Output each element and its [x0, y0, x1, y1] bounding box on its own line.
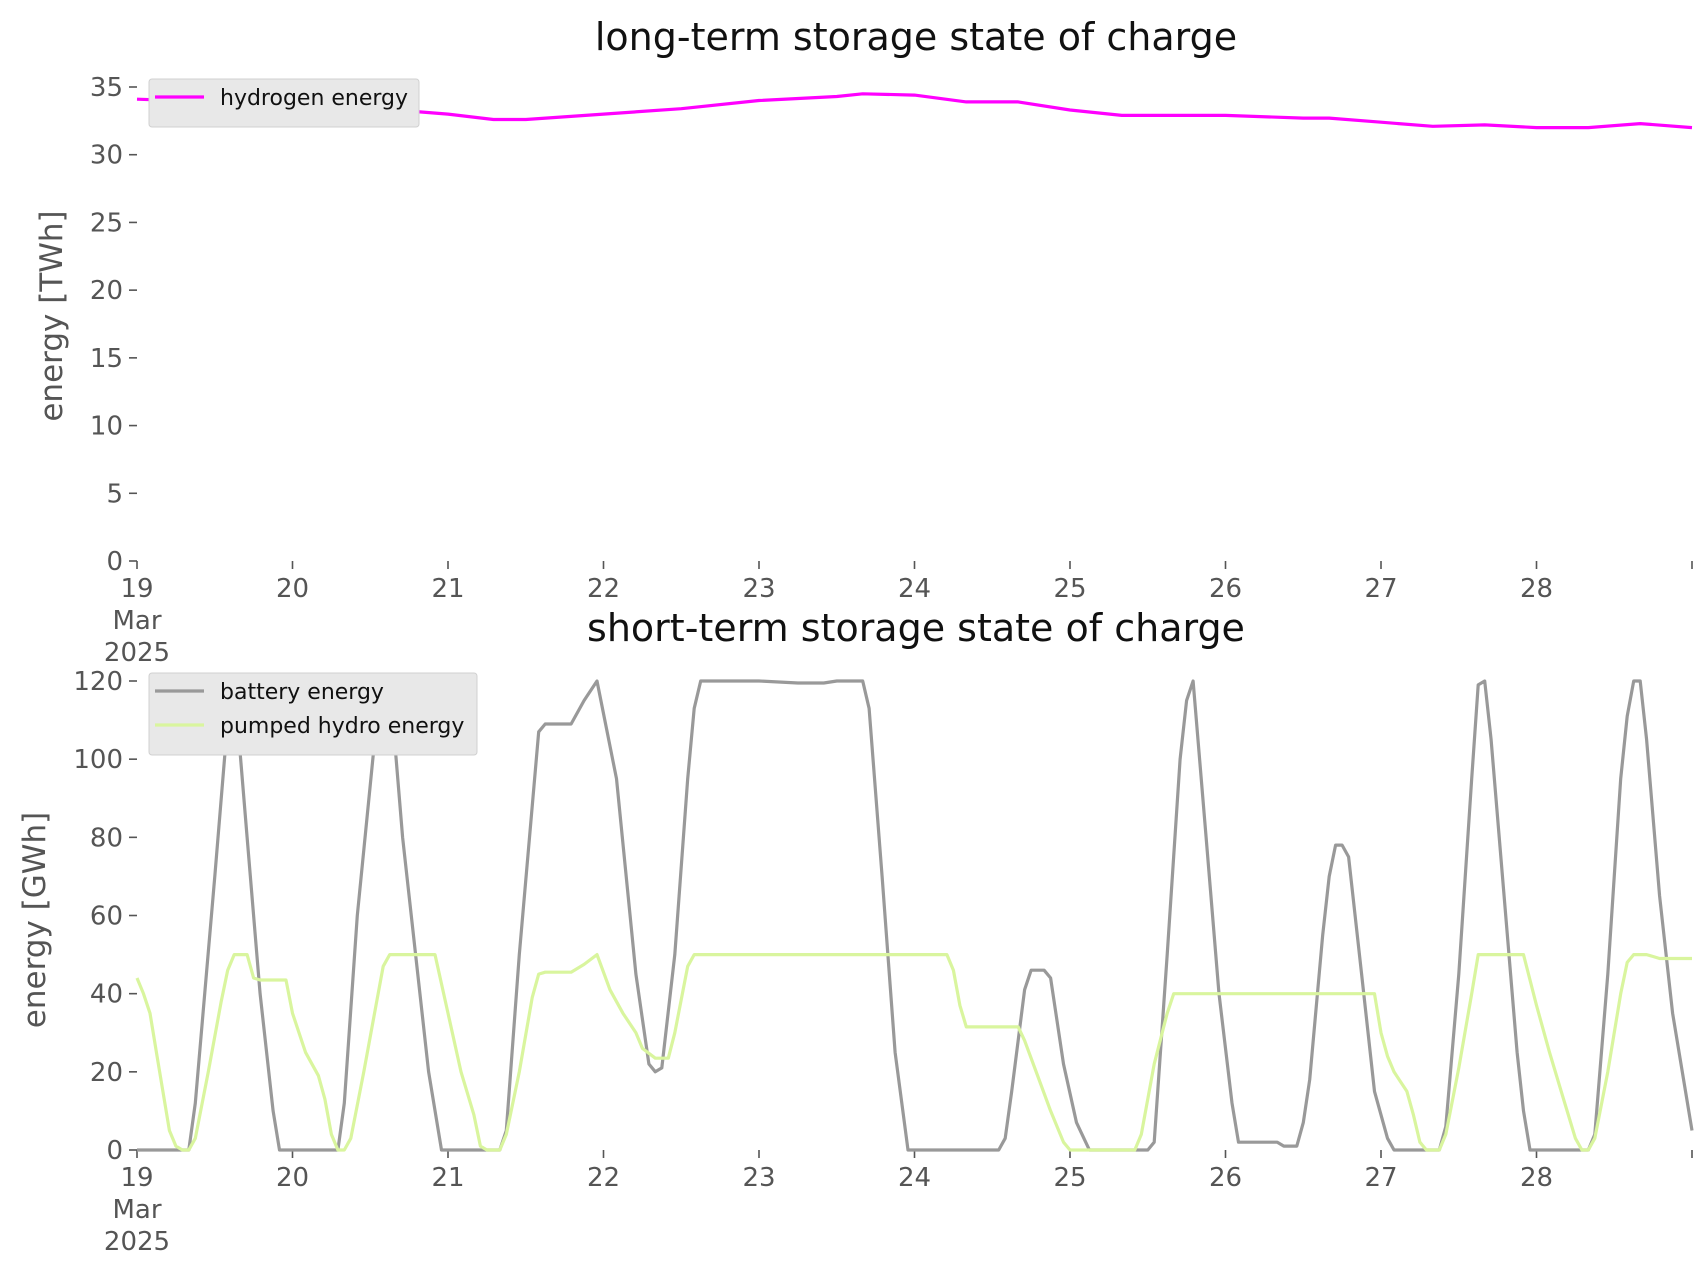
x-tick-label: 21 [431, 1163, 464, 1193]
y-tick-label: 0 [106, 1136, 123, 1166]
y-tick-label: 35 [90, 73, 123, 103]
series-line-pumped-hydro-energy [135, 952, 1692, 1152]
legend-box [148, 672, 478, 756]
x-tick-label: 2025 [104, 1227, 170, 1257]
y-tick-label: 20 [90, 276, 123, 306]
y-tick-label: 15 [90, 344, 123, 374]
y-axis-label: energy [TWh] [34, 210, 70, 421]
y-tick-label: 30 [90, 141, 123, 171]
y-tick-label: 25 [90, 208, 123, 238]
short-term-storage-chart: short-term storage state of charge energ… [17, 606, 1694, 1257]
x-tick-label: 2025 [104, 638, 170, 668]
y-tick-label: 0 [106, 547, 123, 577]
legend-box [148, 78, 420, 128]
x-tick-label: Mar [112, 1195, 161, 1225]
x-tick-label: 20 [276, 1163, 309, 1193]
series-line-battery-energy [137, 679, 1694, 1152]
x-tick-label: 19 [120, 574, 153, 604]
x-tick-label: 26 [1209, 1163, 1242, 1193]
x-tick-label: Mar [112, 606, 161, 636]
x-tick-label: 19 [120, 1163, 153, 1193]
x-tick-label: 27 [1364, 1163, 1397, 1193]
legend-label: battery energy [220, 680, 384, 705]
legend-label: hydrogen energy [220, 86, 408, 111]
x-tick-label: 25 [1053, 1163, 1086, 1193]
x-tick-label: 23 [742, 1163, 775, 1193]
y-axis-label: energy [GWh] [17, 812, 53, 1028]
long-term-storage-chart: long-term storage state of charge energy… [34, 15, 1693, 668]
x-tick-label: 26 [1209, 574, 1242, 604]
y-tick-label: 10 [90, 412, 123, 442]
y-tick-label: 5 [106, 479, 123, 509]
series-lines [135, 679, 1694, 1152]
legend-label: pumped hydro energy [220, 714, 464, 739]
x-tick-label: 28 [1520, 574, 1553, 604]
chart-title: long-term storage state of charge [595, 15, 1237, 59]
x-tick-label: 23 [742, 574, 775, 604]
x-tick-label: 24 [898, 1163, 931, 1193]
x-tick-label: 22 [587, 574, 620, 604]
y-tick-label: 20 [90, 1058, 123, 1088]
y-tick-label: 120 [73, 667, 123, 697]
y-tick-label: 60 [90, 902, 123, 932]
y-tick-label: 40 [90, 980, 123, 1010]
legend: battery energy pumped hydro energy [148, 672, 478, 756]
x-tick-label: 22 [587, 1163, 620, 1193]
x-tick-label: 27 [1364, 574, 1397, 604]
x-tick-label: 28 [1520, 1163, 1553, 1193]
y-tick-label: 100 [73, 745, 123, 775]
x-tick-label: 24 [898, 574, 931, 604]
chart-title: short-term storage state of charge [587, 606, 1245, 650]
x-tick-label: 25 [1053, 574, 1086, 604]
x-tick-label: 20 [276, 574, 309, 604]
y-tick-label: 80 [90, 823, 123, 853]
x-tick-label: 21 [431, 574, 464, 604]
legend: hydrogen energy [148, 78, 420, 128]
